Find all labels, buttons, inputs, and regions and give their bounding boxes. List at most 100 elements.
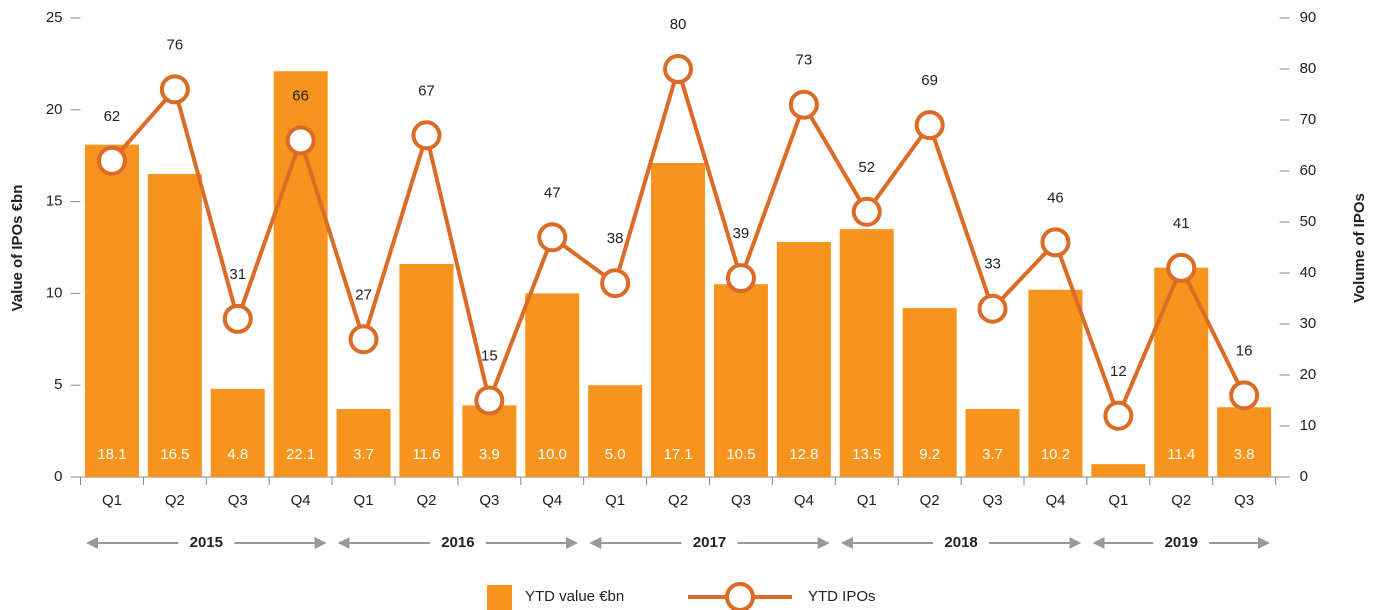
bar (1028, 289, 1083, 477)
bar-label: 10.5 (726, 446, 755, 463)
x-tick-label: Q1 (857, 492, 877, 509)
y2-tick-label: 60 (1300, 162, 1317, 179)
line-marker (725, 263, 756, 294)
bar-label: 11.6 (412, 446, 440, 463)
line-label: 12 (1110, 363, 1127, 380)
bar-label: 3.7 (353, 446, 374, 463)
y-axis-title: Value of IPOs €bn (9, 185, 26, 312)
x-tick-label: Q4 (794, 492, 814, 509)
x-tick-label: Q4 (542, 492, 562, 509)
bar-label: 18.1 (97, 446, 126, 463)
bar (1217, 407, 1272, 477)
x-tick-label: Q3 (731, 492, 751, 509)
group-label: 2018 (944, 534, 977, 551)
x-tick-label: Q1 (605, 492, 625, 509)
x-tick-label: Q3 (228, 492, 248, 509)
legend-label: YTD value €bn (525, 588, 624, 605)
x-tick-label: Q2 (416, 492, 436, 509)
x-tick-label: Q3 (479, 492, 499, 509)
line-label: 46 (1047, 189, 1064, 206)
x-tick-label: Q4 (1045, 492, 1065, 509)
line-label: 31 (229, 266, 246, 283)
group-label: 2017 (693, 534, 726, 551)
x-tick-label: Q2 (1171, 492, 1191, 509)
line-marker (914, 110, 945, 141)
bar (713, 284, 768, 477)
bar (1091, 464, 1146, 477)
y2-tick-label: 10 (1300, 417, 1317, 434)
line-marker (663, 54, 694, 84)
legend-label: YTD IPOs (808, 588, 876, 605)
bar-label: 22.1 (286, 446, 315, 463)
bar (336, 409, 391, 477)
legend-swatch (725, 582, 755, 610)
line-marker (977, 293, 1008, 324)
line-marker (1229, 380, 1260, 411)
bar (147, 174, 202, 477)
line-marker (788, 89, 819, 120)
group-label: 2019 (1165, 534, 1198, 551)
group-label: 2016 (441, 534, 474, 551)
line-label: 41 (1173, 215, 1190, 232)
y-tick-label: 25 (46, 9, 63, 26)
bar-label: 4.8 (227, 446, 248, 463)
line-label: 76 (167, 36, 184, 53)
bar-label: 3.7 (982, 446, 1003, 463)
x-tick-label: Q3 (1234, 492, 1254, 509)
line-label: 27 (355, 286, 372, 303)
x-tick-label: Q2 (668, 492, 688, 509)
bar-label: 11.4 (1167, 446, 1195, 463)
line-marker (600, 268, 631, 299)
line-label: 38 (607, 230, 624, 247)
bar-label: 12.8 (789, 446, 818, 463)
line-label: 80 (670, 16, 687, 33)
bar-label: 10.0 (538, 446, 567, 463)
bar-label: 3.9 (479, 446, 500, 463)
bar (399, 264, 454, 477)
line-marker (1103, 400, 1134, 431)
group-label: 2015 (190, 534, 223, 551)
bar-label: 10.2 (1041, 446, 1070, 463)
line-marker (96, 145, 127, 176)
line-marker (474, 385, 505, 416)
bar (84, 144, 139, 477)
y-tick-label: 20 (46, 101, 63, 118)
line-label: 15 (481, 347, 498, 364)
x-tick-label: Q2 (920, 492, 940, 509)
x-tick-label: Q3 (983, 492, 1003, 509)
line-marker (411, 120, 442, 151)
y-tick-label: 0 (54, 468, 62, 485)
y2-tick-label: 0 (1300, 468, 1308, 485)
line-marker (159, 74, 190, 105)
bar (525, 293, 580, 477)
line-marker (1166, 252, 1197, 283)
line-label: 69 (921, 72, 938, 89)
bar (902, 308, 957, 477)
line-label: 39 (733, 225, 750, 242)
legend-swatch (487, 585, 512, 610)
bar (776, 241, 831, 477)
bar-label: 17.1 (663, 446, 692, 463)
x-tick-label: Q1 (1108, 492, 1128, 509)
line-label: 47 (544, 184, 561, 201)
line-label: 66 (292, 87, 309, 104)
bar-label: 16.5 (160, 446, 189, 463)
line-marker (285, 125, 316, 156)
bar (965, 409, 1020, 477)
line-marker (348, 324, 379, 355)
line-label: 62 (104, 108, 121, 125)
bar-label: 0.7 (1108, 446, 1129, 463)
x-tick-label: Q1 (354, 492, 374, 509)
line-label: 67 (418, 82, 435, 99)
y-tick-label: 5 (54, 376, 62, 393)
y2-tick-label: 40 (1300, 264, 1317, 281)
line-label: 52 (858, 159, 875, 176)
line-marker (537, 222, 568, 253)
y-tick-label: 15 (46, 193, 63, 210)
line-label: 16 (1236, 342, 1253, 359)
line-marker (222, 303, 253, 334)
y2-tick-label: 70 (1300, 111, 1317, 128)
y2-axis-title: Volume of IPOs (1351, 193, 1368, 303)
